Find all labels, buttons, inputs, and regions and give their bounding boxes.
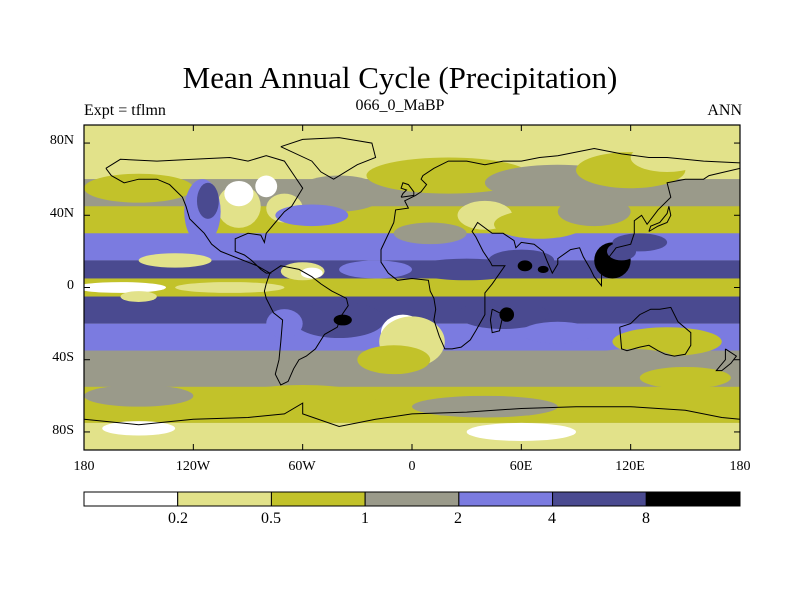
precip-blob-0 bbox=[84, 173, 194, 203]
lon-label-0: 0 bbox=[408, 459, 416, 474]
colorbar-box-3 bbox=[364, 491, 460, 507]
precip-blob-38 bbox=[84, 282, 166, 293]
coast-antarctica bbox=[84, 402, 740, 428]
colorbar-label-8: 8 bbox=[642, 510, 650, 527]
precip-blob-1 bbox=[229, 141, 376, 174]
coast-japan bbox=[648, 206, 672, 232]
lon-label-180e: 180 bbox=[729, 459, 751, 474]
precip-blob-33 bbox=[357, 345, 431, 375]
colorbar bbox=[83, 491, 741, 507]
precip-blob-30 bbox=[266, 309, 303, 339]
colorbar-box-2 bbox=[270, 491, 366, 507]
precip-blob-43 bbox=[639, 366, 731, 389]
coast-south-america bbox=[263, 265, 349, 386]
precip-blob-47 bbox=[102, 421, 176, 436]
colorbar-box-6 bbox=[645, 491, 741, 507]
lat-label-80n: 80N bbox=[49, 133, 74, 148]
time-label: 066_0_MaBP bbox=[355, 97, 445, 114]
precip-blob-36 bbox=[521, 321, 595, 344]
lat-label-40s: 40S bbox=[52, 350, 74, 365]
colorbar-label-4: 4 bbox=[548, 510, 556, 527]
precip-blob-11 bbox=[255, 175, 278, 198]
experiment-label: Expt = tflmn bbox=[84, 102, 166, 119]
precip-blob-17 bbox=[393, 222, 467, 245]
precip-blob-29 bbox=[333, 314, 352, 326]
lon-label-120w: 120W bbox=[175, 459, 211, 474]
lon-label-60w: 60W bbox=[288, 459, 316, 474]
lon-label-180w: 180 bbox=[73, 459, 95, 474]
season-label: ANN bbox=[707, 102, 742, 119]
colorbar-box-1 bbox=[177, 491, 272, 507]
precip-blob-39 bbox=[175, 282, 285, 293]
coast-madagascar bbox=[489, 308, 504, 334]
precip-blob-35 bbox=[499, 307, 515, 322]
precip-blob-41 bbox=[612, 327, 722, 357]
colorbar-label-1: 1 bbox=[361, 510, 369, 527]
plot-title: Mean Annual Cycle (Precipitation) bbox=[182, 60, 618, 95]
precip-blob-27 bbox=[612, 233, 668, 252]
precip-blob-13 bbox=[275, 204, 349, 227]
precip-blob-19 bbox=[300, 267, 323, 279]
precip-blob-42 bbox=[585, 348, 677, 371]
precip-band-9 bbox=[84, 386, 740, 423]
colorbar-label-0-2: 0.2 bbox=[168, 510, 188, 527]
precip-blob-37 bbox=[138, 253, 212, 268]
precip-blob-49 bbox=[466, 422, 576, 441]
precip-blob-16 bbox=[557, 197, 631, 227]
colorbar-box-5 bbox=[552, 491, 647, 507]
colorbar-label-2: 2 bbox=[454, 510, 462, 527]
precip-blob-48 bbox=[184, 426, 276, 445]
precip-blob-40 bbox=[120, 291, 157, 302]
precip-blob-24 bbox=[537, 265, 549, 274]
colorbar-box-0 bbox=[83, 491, 179, 507]
precip-blob-9 bbox=[196, 182, 219, 219]
lon-label-60e: 60E bbox=[509, 459, 533, 474]
coast-new-zealand bbox=[715, 348, 738, 372]
coastlines bbox=[84, 137, 740, 428]
precip-blobs bbox=[84, 141, 731, 445]
lat-label-0: 0 bbox=[67, 278, 74, 293]
precip-blob-46 bbox=[412, 395, 558, 418]
coast-australia bbox=[619, 306, 692, 357]
coast-uk bbox=[400, 182, 415, 198]
precip-blob-20 bbox=[339, 260, 412, 279]
lat-label-40n: 40N bbox=[49, 206, 74, 221]
axis-ticks bbox=[83, 125, 741, 450]
precip-blob-2 bbox=[293, 175, 385, 212]
precip-blob-23 bbox=[517, 260, 533, 272]
lat-label-80s: 80S bbox=[52, 423, 74, 438]
colorbar-label-0-5: 0.5 bbox=[261, 510, 281, 527]
map-field bbox=[84, 125, 740, 450]
precip-blob-10 bbox=[224, 180, 254, 207]
coast-eurasia-north bbox=[393, 147, 740, 223]
coast-eurasia-africa bbox=[380, 167, 740, 350]
coast-north-america bbox=[105, 155, 304, 274]
lon-label-120e: 120E bbox=[615, 459, 645, 474]
colorbar-box-4 bbox=[458, 491, 554, 507]
precip-blob-45 bbox=[229, 385, 376, 414]
coast-greenland bbox=[280, 137, 377, 180]
precip-blob-44 bbox=[84, 385, 194, 407]
